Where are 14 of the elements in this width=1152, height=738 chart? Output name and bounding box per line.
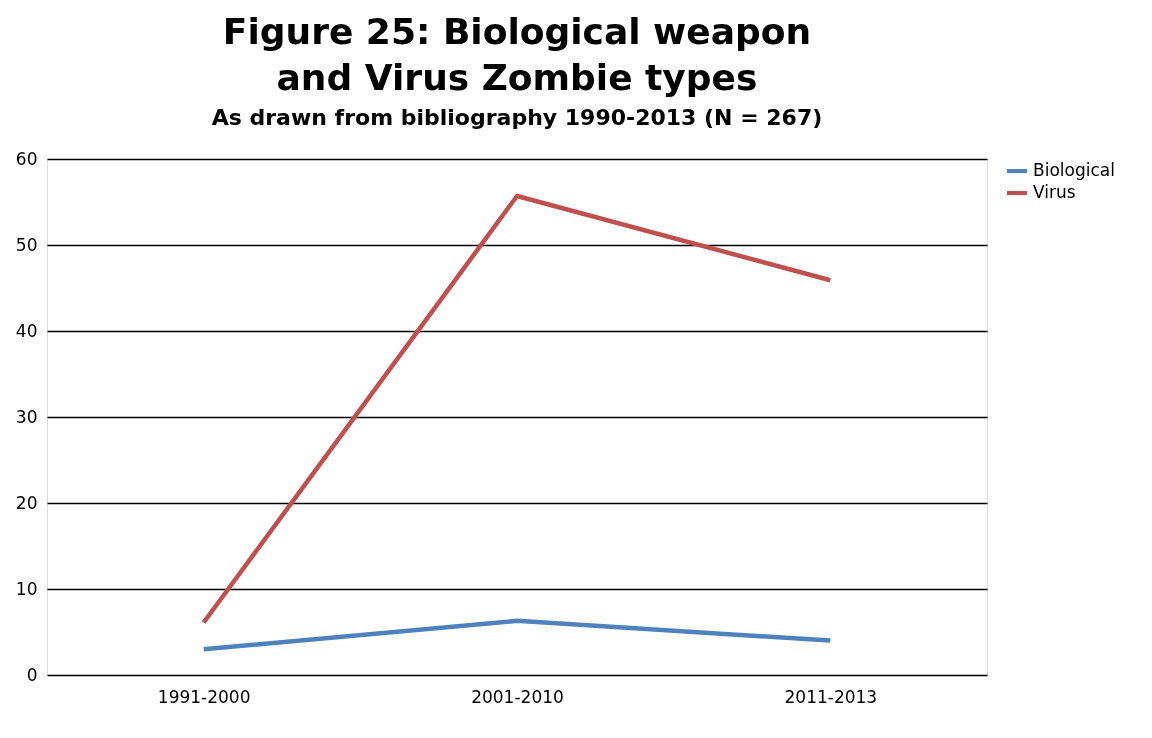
- y-tick-label: 20: [15, 492, 38, 513]
- chart-title: Figure 25: Biological weapon and Virus Zombie types: [222, 11, 812, 98]
- y-tick-label: 30: [15, 406, 38, 427]
- x-tick-label: 2011-2013: [784, 686, 878, 707]
- x-tick-label: 1991-2000: [157, 686, 251, 707]
- y-tick-label: 60: [15, 148, 38, 169]
- chart-subtitle: As drawn from bibliography 1990-2013 (N = 267): [211, 105, 823, 130]
- y-tick-label: 50: [15, 234, 38, 255]
- y-tick-label: 10: [15, 578, 38, 599]
- legend-label: Biological: [1033, 160, 1115, 180]
- legend-label: Virus: [1033, 182, 1076, 202]
- x-tick-label: 2001-2010: [471, 686, 564, 707]
- y-tick-label: 40: [15, 320, 38, 341]
- y-tick-label: 0: [26, 664, 38, 685]
